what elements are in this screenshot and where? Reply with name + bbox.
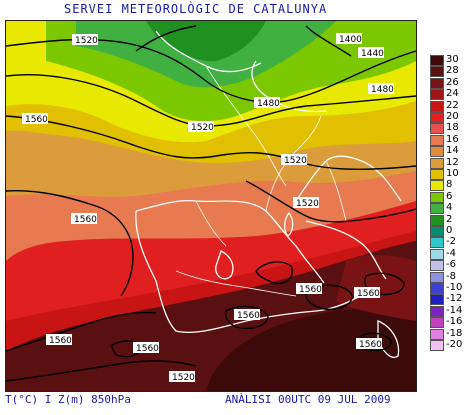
- contour-label: 1400: [336, 33, 362, 45]
- color-legend: 30 28 26 24 22 20 18 16 14 12 10 8 6 4 2 0 -2 -4 -6 -8 -10 -1…: [430, 55, 475, 355]
- contour-label-text: 1480: [371, 85, 394, 95]
- legend-tick-label: 0: [446, 225, 453, 236]
- contour-label: 1480: [254, 97, 280, 109]
- legend-tick-label: -2: [446, 236, 456, 248]
- legend-tick-label: 24: [446, 88, 459, 100]
- contour-label-text: 1520: [296, 199, 319, 209]
- legend-tick-label: -10: [446, 282, 463, 293]
- legend-tick-label: -16: [446, 316, 463, 328]
- contour-label-text: 1400: [339, 35, 362, 45]
- variable-label: T(°C) I Z(m) 850hPa: [5, 393, 131, 406]
- legend-tick-label: -18: [446, 327, 463, 339]
- contour-label: 1560: [71, 213, 97, 225]
- legend-swatch: [430, 271, 444, 283]
- legend-tick-label: 8: [446, 179, 453, 191]
- contour-label: 1560: [234, 309, 260, 321]
- geopotential-contours: [6, 25, 416, 382]
- contour-label: 1480: [368, 83, 394, 95]
- contour-label: 1520: [169, 371, 195, 383]
- contour-label-text: 1520: [75, 36, 98, 46]
- contour-label-text: 1560: [25, 115, 48, 125]
- legend-swatch: [430, 169, 444, 180]
- legend-tick-label: 30: [446, 54, 459, 65]
- legend-tick-label: -14: [446, 304, 463, 316]
- legend-swatch: [430, 317, 444, 329]
- contour-label: 1560: [354, 287, 380, 299]
- contour-label-text: 1440: [361, 49, 384, 59]
- legend-tick-label: 26: [446, 76, 459, 88]
- legend-tick-label: 4: [446, 202, 453, 214]
- legend-swatch: [430, 112, 444, 123]
- legend-tick-label: 20: [446, 111, 459, 122]
- map-panel: 1520 1400 1440 1480 1560 1520 1520 1560 …: [5, 20, 417, 392]
- legend-swatch: [430, 123, 444, 135]
- contour-label: 1520: [72, 34, 98, 46]
- legend-tick-label: -20: [446, 339, 463, 350]
- contour-label-text: 1520: [284, 156, 307, 166]
- legend-swatch: [430, 77, 444, 89]
- contour-label-text: 1560: [299, 285, 322, 295]
- contour-label-text: 1560: [357, 289, 380, 299]
- legend-swatch: [430, 66, 444, 78]
- legend-tick-label: 16: [446, 133, 459, 145]
- legend-tick-label: -4: [446, 247, 456, 259]
- legend-swatch: [430, 283, 444, 294]
- legend-swatch: [430, 328, 444, 340]
- legend-tick-label: 2: [446, 213, 453, 225]
- legend-tick-label: -6: [446, 259, 456, 271]
- contour-label: 1560: [22, 113, 48, 125]
- contour-label: 1560: [296, 283, 322, 295]
- legend-swatch: [430, 340, 444, 351]
- legend-swatch: [430, 294, 444, 306]
- legend-tick-label: 10: [446, 168, 459, 179]
- legend-swatch: [430, 260, 444, 272]
- legend-tick-label: -8: [446, 270, 456, 282]
- legend-swatch: [430, 214, 444, 226]
- contour-label-text: 1560: [237, 311, 260, 321]
- legend-tick-label: -12: [446, 293, 463, 305]
- legend-swatch: [430, 191, 444, 203]
- contour-label: 1520: [188, 121, 214, 133]
- legend-swatch: [430, 157, 444, 169]
- contour-label-text: 1520: [172, 373, 195, 383]
- contour-labels: 1520 1400 1440 1480 1560 1520 1520 1560 …: [22, 33, 394, 383]
- contour-label-text: 1560: [136, 344, 159, 354]
- legend-tick-label: 14: [446, 145, 459, 157]
- legend-swatch: [430, 203, 444, 215]
- contour-label-text: 1480: [257, 99, 280, 109]
- legend-swatch: [430, 237, 444, 249]
- page-title: SERVEI METEOROLÒGIC DE CATALUNYA: [64, 2, 328, 16]
- legend-tick-label: 18: [446, 122, 459, 134]
- legend-swatch: [430, 89, 444, 101]
- contour-label-text: 1560: [359, 340, 382, 350]
- legend-swatch: [430, 248, 444, 260]
- contour-label: 1520: [293, 197, 319, 209]
- contour-label: 1560: [133, 342, 159, 354]
- contour-label-text: 1560: [74, 215, 97, 225]
- legend-tick-label: 6: [446, 190, 453, 202]
- contour-label: 1520: [281, 154, 307, 166]
- legend-swatch: [430, 55, 444, 66]
- analysis-timestamp: ANÀLISI 00UTC 09 JUL 2009: [225, 393, 391, 406]
- legend-tick-label: 28: [446, 65, 459, 77]
- legend-tick-label: 12: [446, 156, 459, 168]
- legend-swatch: [430, 226, 444, 237]
- legend-swatch: [430, 134, 444, 146]
- legend-tick-label: 22: [446, 99, 459, 111]
- contour-label-text: 1560: [49, 336, 72, 346]
- contour-label: 1560: [356, 338, 382, 350]
- legend-swatch: [430, 146, 444, 158]
- contour-label: 1560: [46, 334, 72, 346]
- legend-swatch: [430, 180, 444, 192]
- legend-swatch: [430, 100, 444, 112]
- legend-swatch: [430, 305, 444, 317]
- contour-label-text: 1520: [191, 123, 214, 133]
- coastline: [135, 30, 402, 358]
- contour-label: 1440: [358, 47, 384, 59]
